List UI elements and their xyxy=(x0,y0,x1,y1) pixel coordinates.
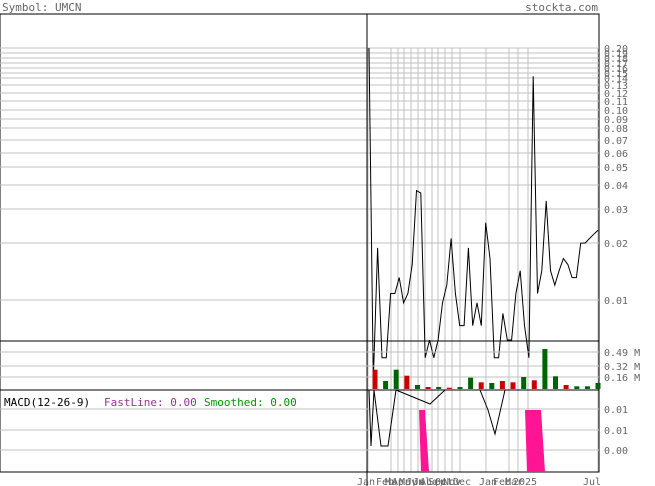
volume-bar xyxy=(542,349,548,389)
price-tick-label: 0.17 xyxy=(604,59,628,70)
macd-tick-label: 0.00 xyxy=(604,446,628,457)
volume-bar xyxy=(478,382,484,389)
x-tick-label: Nov xyxy=(443,477,461,486)
price-tick-label: 0.08 xyxy=(604,124,628,135)
price-tick-label: 0.05 xyxy=(604,163,628,174)
volume-bar xyxy=(499,381,505,389)
volume-panel: 0.49 M 0.32 M0.16 M xyxy=(0,340,640,391)
volume-bar xyxy=(584,386,590,389)
volume-bar xyxy=(595,383,601,389)
price-tick-label: 0.14 xyxy=(604,74,628,85)
x-tick-label: 2025 xyxy=(513,477,537,486)
x-tick-label: Jul xyxy=(413,477,431,486)
x-tick-label: Mar xyxy=(385,477,403,486)
x-tick-label: Jul xyxy=(583,477,601,486)
price-tick-label: 0.06 xyxy=(604,149,628,160)
volume-bar xyxy=(457,387,463,389)
macd-line xyxy=(368,389,598,447)
x-tick-label: Mar xyxy=(505,477,523,486)
volume-bar xyxy=(510,382,516,389)
macd-tick-label: 0.01 xyxy=(604,426,628,437)
x-tick-label: Jan xyxy=(479,477,497,486)
volume-bar xyxy=(404,375,410,389)
x-tick-label: Jan xyxy=(357,477,375,486)
volume-bar xyxy=(415,385,420,389)
volume-bar xyxy=(446,387,452,389)
price-tick-label: 0.12 xyxy=(604,89,628,100)
volume-grid xyxy=(0,351,599,378)
price-tick-label: 0.16 xyxy=(604,64,628,75)
volume-bar xyxy=(574,386,580,389)
volume-tick-label: 0.49 M xyxy=(604,348,640,359)
volume-bar xyxy=(468,377,474,389)
macd-smoothed-label: Smoothed: 0.00 xyxy=(204,396,297,409)
symbol-label: Symbol: UMCN xyxy=(2,1,81,14)
volume-bar xyxy=(383,381,389,389)
volume-bar xyxy=(489,383,495,389)
volume-bar xyxy=(531,380,537,389)
volume-bar xyxy=(521,377,527,389)
volume-bars xyxy=(372,349,601,389)
macd-title: MACD(12-26-9) xyxy=(4,396,90,409)
volume-bar xyxy=(425,387,431,389)
volume-bar xyxy=(372,369,378,389)
price-tick-label: 0.13 xyxy=(604,81,628,92)
x-tick-label: Jun xyxy=(406,477,424,486)
x-tick-label: Apr xyxy=(392,477,410,486)
price-y-ticks: 0.200.190.180.170.160.150.140.130.120.11… xyxy=(604,44,628,307)
volume-y-ticks: 0.49 M 0.32 M0.16 M xyxy=(604,348,640,384)
macd-tick-label: 0.01 xyxy=(604,405,628,416)
volume-bar xyxy=(393,369,399,389)
price-tick-label: 0.15 xyxy=(604,69,628,80)
x-tick-label: Sep xyxy=(428,477,446,486)
price-tick-label: 0.03 xyxy=(604,205,628,216)
macd-fastline-label: FastLine: 0.00 xyxy=(104,396,197,409)
price-vertical-grid xyxy=(367,48,599,472)
macd-bar xyxy=(419,410,429,472)
macd-bar xyxy=(525,410,545,472)
price-panel: 0.200.190.180.170.160.150.140.130.120.11… xyxy=(0,13,628,486)
x-tick-label: Oct xyxy=(435,477,453,486)
volume-bar xyxy=(563,385,569,389)
volume-tick-label: 0.32 M xyxy=(604,362,640,373)
x-tick-label: May xyxy=(399,477,417,486)
price-tick-label: 0.20 xyxy=(604,44,628,55)
volume-bar xyxy=(436,387,442,389)
price-tick-label: 0.11 xyxy=(604,97,628,108)
price-tick-label: 0.02 xyxy=(604,239,628,250)
x-tick-label: Dec xyxy=(453,477,471,486)
volume-tick-label: 0.16 M xyxy=(604,373,640,384)
x-tick-label: Feb xyxy=(376,477,394,486)
macd-bars xyxy=(419,410,545,472)
price-tick-label: 0.01 xyxy=(604,296,628,307)
price-line xyxy=(368,47,599,381)
price-tick-label: 0.19 xyxy=(604,49,628,60)
price-tick-label: 0.04 xyxy=(604,181,628,192)
macd-grid xyxy=(0,408,599,451)
x-tick-label: Aug xyxy=(420,477,438,486)
price-tick-label: 0.10 xyxy=(604,106,628,117)
macd-y-ticks: 0.01 0.01 0.00 xyxy=(604,405,628,457)
price-tick-label: 0.09 xyxy=(604,115,628,126)
volume-bar xyxy=(553,376,558,389)
price-tick-label: 0.07 xyxy=(604,136,628,147)
price-grid xyxy=(0,47,599,301)
macd-panel: MACD(12-26-9) FastLine: 0.00 Smoothed: 0… xyxy=(0,389,628,473)
price-tick-label: 0.18 xyxy=(604,54,628,65)
site-label: stockta.com xyxy=(525,1,598,14)
x-tick-label: Feb xyxy=(493,477,511,486)
